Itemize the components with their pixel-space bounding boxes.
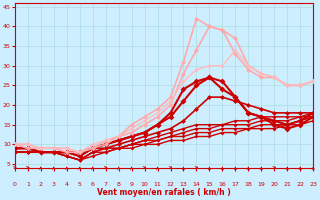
X-axis label: Vent moyen/en rafales ( km/h ): Vent moyen/en rafales ( km/h ) [97, 188, 231, 197]
